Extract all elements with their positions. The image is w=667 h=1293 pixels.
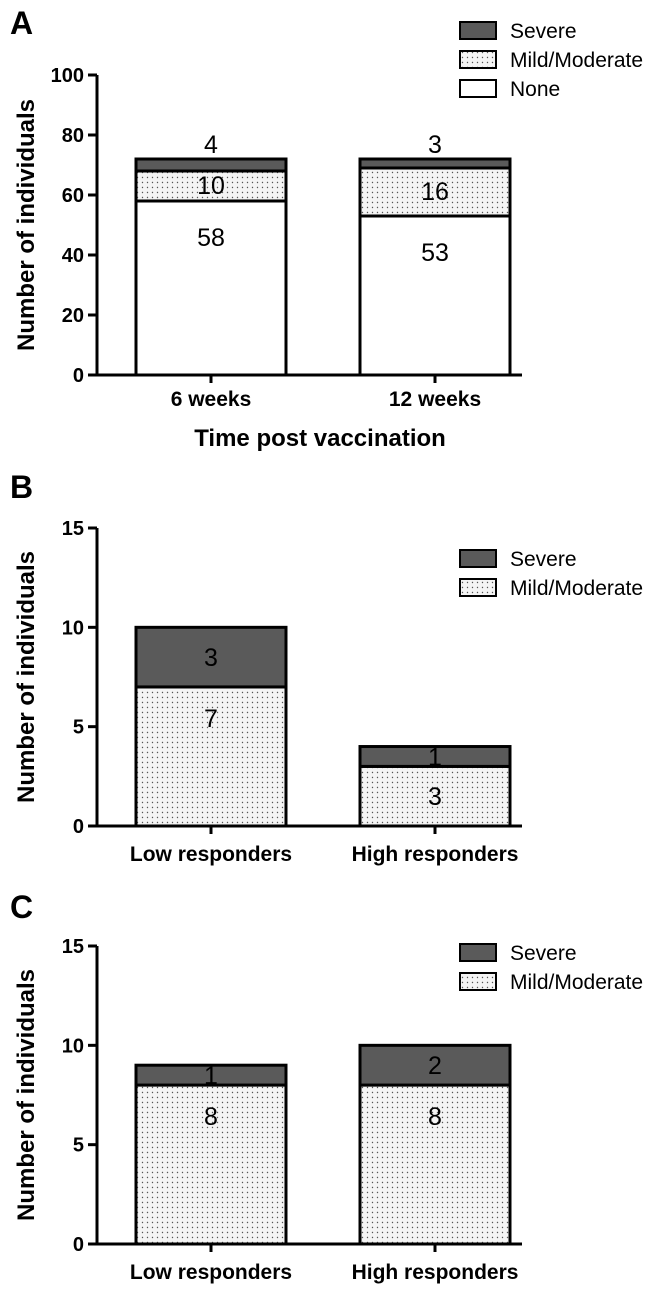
bar-segment: [134, 199, 288, 377]
legend-swatch: [459, 21, 497, 40]
legend-swatch: [459, 50, 497, 69]
y-axis-title: Number of individuals: [13, 99, 40, 351]
data-label: 8: [428, 1103, 442, 1131]
data-label: 1: [204, 1062, 218, 1090]
y-axis-title: Number of individuals: [13, 551, 40, 803]
legend-label: Severe: [510, 20, 577, 43]
data-label: 16: [421, 178, 449, 206]
y-tick-label: 15: [62, 936, 84, 958]
x-category-label: 6 weeks: [171, 388, 252, 411]
data-label: 58: [197, 224, 225, 252]
data-label: 1: [428, 743, 442, 771]
x-category-label: Low responders: [130, 843, 292, 866]
bar-segment: [358, 1083, 512, 1246]
y-tick-label: 60: [62, 185, 84, 207]
legend-label: Mild/Moderate: [510, 577, 643, 600]
y-tick-label: 0: [73, 1234, 84, 1256]
y-axis-title: Number of individuals: [13, 969, 40, 1221]
legend-label: None: [510, 78, 560, 101]
data-label: 53: [421, 239, 449, 267]
bar-segment: [358, 157, 512, 170]
legend-swatch: [459, 79, 497, 98]
y-tick-label: 5: [73, 717, 84, 739]
bar-segment: [358, 745, 512, 768]
x-category-label: High responders: [352, 843, 519, 866]
bar-segment: [358, 764, 512, 828]
x-category-label: Low responders: [130, 1261, 292, 1284]
legend-label: Mild/Moderate: [510, 971, 643, 994]
y-tick-label: 10: [62, 1035, 84, 1057]
y-tick-label: 0: [73, 816, 84, 838]
x-category-label: High responders: [352, 1261, 519, 1284]
legend-swatch: [459, 972, 497, 991]
data-label: 3: [428, 783, 442, 811]
bar-segment: [134, 1083, 288, 1246]
panel-letter: C: [10, 889, 33, 925]
y-tick-label: 10: [62, 617, 84, 639]
panel-a: A 58 10 4 53 16 3 0 20 40 60 80 100 6 weeks 12 weeks Nu…: [10, 5, 643, 452]
bar-segment: [134, 157, 288, 173]
data-label: 8: [204, 1103, 218, 1131]
bar-segment: [134, 625, 288, 689]
legend-label: Mild/Moderate: [510, 49, 643, 72]
y-tick-label: 0: [73, 365, 84, 387]
x-axis-title: Time post vaccination: [194, 425, 446, 452]
y-tick-label: 100: [51, 65, 84, 87]
data-label: 3: [428, 131, 442, 159]
data-label: 10: [197, 172, 225, 200]
bar-segment: [134, 1063, 288, 1087]
panel-letter: A: [10, 5, 33, 41]
legend-swatch: [459, 549, 497, 568]
bar-segment: [134, 169, 288, 203]
bar-segment: [358, 166, 512, 218]
y-tick-label: 40: [62, 245, 84, 267]
bar-segment: [134, 685, 288, 828]
legend-label: Severe: [510, 548, 577, 571]
legend-swatch: [459, 943, 497, 962]
panel-letter: B: [10, 469, 33, 505]
data-label: 2: [428, 1052, 442, 1080]
panel-c: C 8 1 8 2 0 5 10 15 Low responders High responders…: [10, 889, 643, 1284]
data-label: 4: [204, 131, 218, 159]
legend-swatch: [459, 578, 497, 597]
y-tick-label: 20: [62, 305, 84, 327]
data-label: 3: [204, 644, 218, 672]
y-tick-label: 15: [62, 518, 84, 540]
x-category-label: 12 weeks: [389, 388, 481, 411]
y-tick-label: 80: [62, 125, 84, 147]
y-tick-label: 5: [73, 1135, 84, 1157]
bar-segment: [358, 1043, 512, 1087]
data-label: 7: [204, 705, 218, 733]
legend-label: Severe: [510, 942, 577, 965]
